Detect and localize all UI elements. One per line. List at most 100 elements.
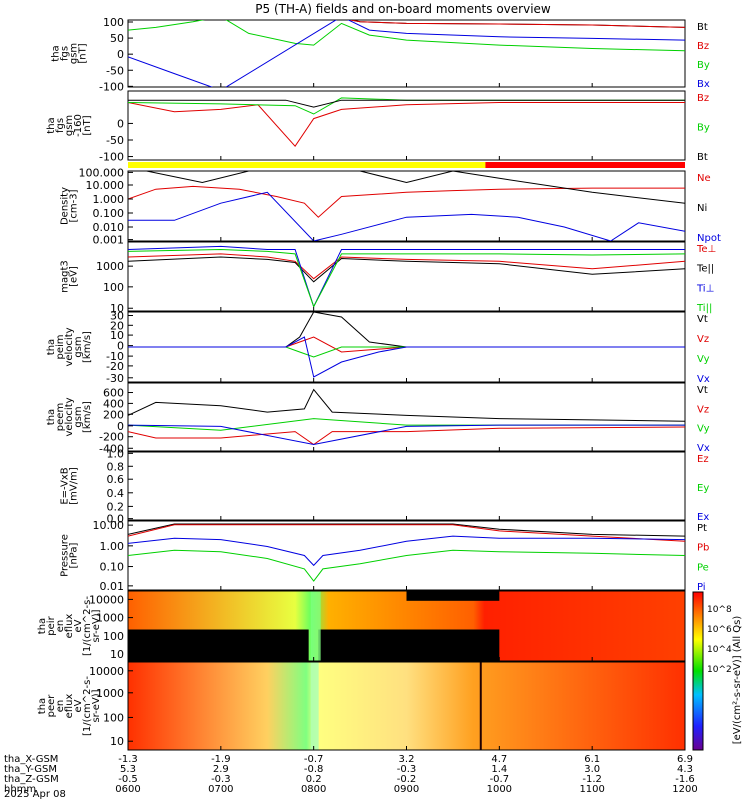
x-row-value: 2.9 bbox=[213, 764, 229, 775]
legend-Npot: Npot bbox=[697, 233, 721, 244]
colorbar: 10^8 10^6 10^4 10^2 [eV/(cm²-s-sr-eV)] (All … bbox=[692, 591, 743, 751]
y-axis-label: velocity bbox=[64, 397, 75, 436]
y-axis-label: sr-eV)] bbox=[91, 609, 102, 642]
y-tick-label: 30 bbox=[110, 310, 124, 323]
y-tick-label: 10 bbox=[110, 648, 124, 661]
series-line-Ne bbox=[128, 185, 685, 218]
y-axis-label: magt3 bbox=[60, 260, 71, 293]
y-axis-label: peem bbox=[55, 403, 66, 431]
y-tick-label: 1.00 bbox=[100, 540, 125, 553]
x-row-label: tha_Y-GSM bbox=[4, 764, 57, 775]
series-line-Vt bbox=[128, 312, 685, 348]
y-tick-label: -20 bbox=[106, 360, 124, 373]
x-row-value: 6.9 bbox=[677, 754, 693, 765]
panel-moments-temperature: Te⊥ Te|| Ti⊥ Ti|| 1000 100 10 magt3[eV] bbox=[60, 241, 716, 315]
series-line-Vt bbox=[128, 388, 685, 422]
y-axis-label: E=-VxB bbox=[60, 467, 71, 504]
panel-frame bbox=[127, 451, 686, 521]
legend-Pi: Pi bbox=[697, 582, 706, 593]
y-tick-label: 100 bbox=[103, 711, 124, 724]
series-line-Vx bbox=[128, 424, 685, 446]
y-axis-label: eflux bbox=[64, 694, 75, 719]
y-axis-label: fgs bbox=[60, 46, 71, 61]
y-tick-label: 100 bbox=[103, 281, 124, 294]
x-row-value: -0.3 bbox=[211, 774, 231, 785]
legend-Te||: Te|| bbox=[696, 264, 714, 275]
y-axis-label: gsm bbox=[73, 336, 84, 357]
y-tick-label: -50 bbox=[106, 64, 124, 77]
y-axis-label: peer bbox=[46, 694, 57, 718]
status-bar-yellow bbox=[128, 162, 486, 168]
x-row-value: -0.7 bbox=[304, 754, 324, 765]
x-row-label: tha_X-GSM bbox=[4, 754, 58, 765]
legend-Vt: Vt bbox=[697, 385, 708, 396]
x-row-value: 1200 bbox=[672, 784, 697, 795]
y-axis-label: [nPa] bbox=[69, 542, 80, 568]
y-tick-label: 10 bbox=[110, 302, 124, 315]
panel-frame bbox=[127, 382, 686, 452]
x-row-value: 1.4 bbox=[491, 764, 507, 775]
x-row-value: 1100 bbox=[579, 784, 604, 795]
y-tick-label: 0 bbox=[117, 48, 124, 61]
x-row-value: -0.5 bbox=[118, 774, 138, 785]
peir-data-gap-top bbox=[406, 591, 500, 601]
y-axis-label: en bbox=[55, 700, 66, 713]
y-tick-label: 20 bbox=[110, 319, 124, 332]
y-axis-label: eflux bbox=[64, 614, 75, 639]
x-row-value: -0.3 bbox=[397, 764, 417, 775]
y-tick-label: 0.2 bbox=[107, 500, 125, 513]
y-axis-label: tha bbox=[46, 409, 57, 425]
legend-Bt: Bt bbox=[697, 22, 708, 33]
y-axis-label: gsm bbox=[73, 406, 84, 427]
y-tick-label: 400 bbox=[103, 397, 124, 410]
legend-Pt: Pt bbox=[697, 523, 707, 534]
y-axis-label: en bbox=[55, 620, 66, 633]
figure-title: P5 (TH-A) fields and on-board moments ov… bbox=[255, 2, 551, 16]
x-row-value: -0.8 bbox=[304, 764, 324, 775]
panel-efield: Ez Ey Ex 1.00.80.60.40.20.0 E=-VxB[mV/m] bbox=[60, 447, 710, 525]
y-tick-label: 10 bbox=[110, 329, 124, 342]
y-axis-label: tha bbox=[51, 45, 62, 61]
y-tick-label: -50 bbox=[106, 134, 124, 147]
legend-Ey: Ey bbox=[697, 483, 709, 494]
legend-Pe: Pe bbox=[697, 562, 709, 573]
x-row-value: -1.2 bbox=[582, 774, 602, 785]
date-label: 2025 Apr 08 bbox=[4, 789, 66, 800]
legend-Bt: Bt bbox=[697, 152, 708, 163]
y-axis-label: velocity bbox=[64, 327, 75, 366]
y-tick-label: -400 bbox=[99, 442, 124, 455]
x-row-value: 0900 bbox=[394, 784, 419, 795]
panel-density: Ne Ni Npot 100.00010.0001.0000.1000.0100.00… bbox=[60, 166, 721, 246]
legend-Ti||: Ti|| bbox=[696, 303, 712, 314]
panel-frame bbox=[127, 90, 686, 161]
y-tick-label: 1.0 bbox=[107, 447, 125, 460]
y-tick-label: 0 bbox=[117, 117, 124, 130]
y-axis-label: eV bbox=[73, 619, 84, 632]
series-line-Npot bbox=[128, 191, 685, 241]
panel-frame bbox=[127, 241, 686, 312]
panel-frame bbox=[127, 170, 686, 242]
legend-By: By bbox=[697, 123, 710, 134]
y-tick-label: 0.01 bbox=[100, 580, 125, 593]
x-row-value: 3.2 bbox=[399, 754, 415, 765]
y-tick-label: 50 bbox=[110, 32, 124, 45]
series-line-Pt bbox=[128, 523, 685, 537]
y-axis-label: peir bbox=[46, 615, 57, 635]
legend-Bz: Bz bbox=[697, 93, 709, 104]
series-line-Ti⊥ bbox=[128, 245, 685, 308]
series-line-Ni bbox=[146, 171, 685, 204]
peer-spectrogram-image bbox=[128, 662, 685, 750]
x-row-value: 0.2 bbox=[306, 774, 322, 785]
x-row-value: -1.3 bbox=[118, 754, 138, 765]
series-line-Bx bbox=[128, 20, 685, 87]
y-axis-label: tha bbox=[37, 698, 48, 714]
status-bar-red bbox=[485, 162, 685, 168]
y-tick-label: 10 bbox=[110, 735, 124, 748]
y-tick-label: 0.100 bbox=[93, 207, 125, 220]
y-tick-label: 0.10 bbox=[100, 561, 125, 574]
